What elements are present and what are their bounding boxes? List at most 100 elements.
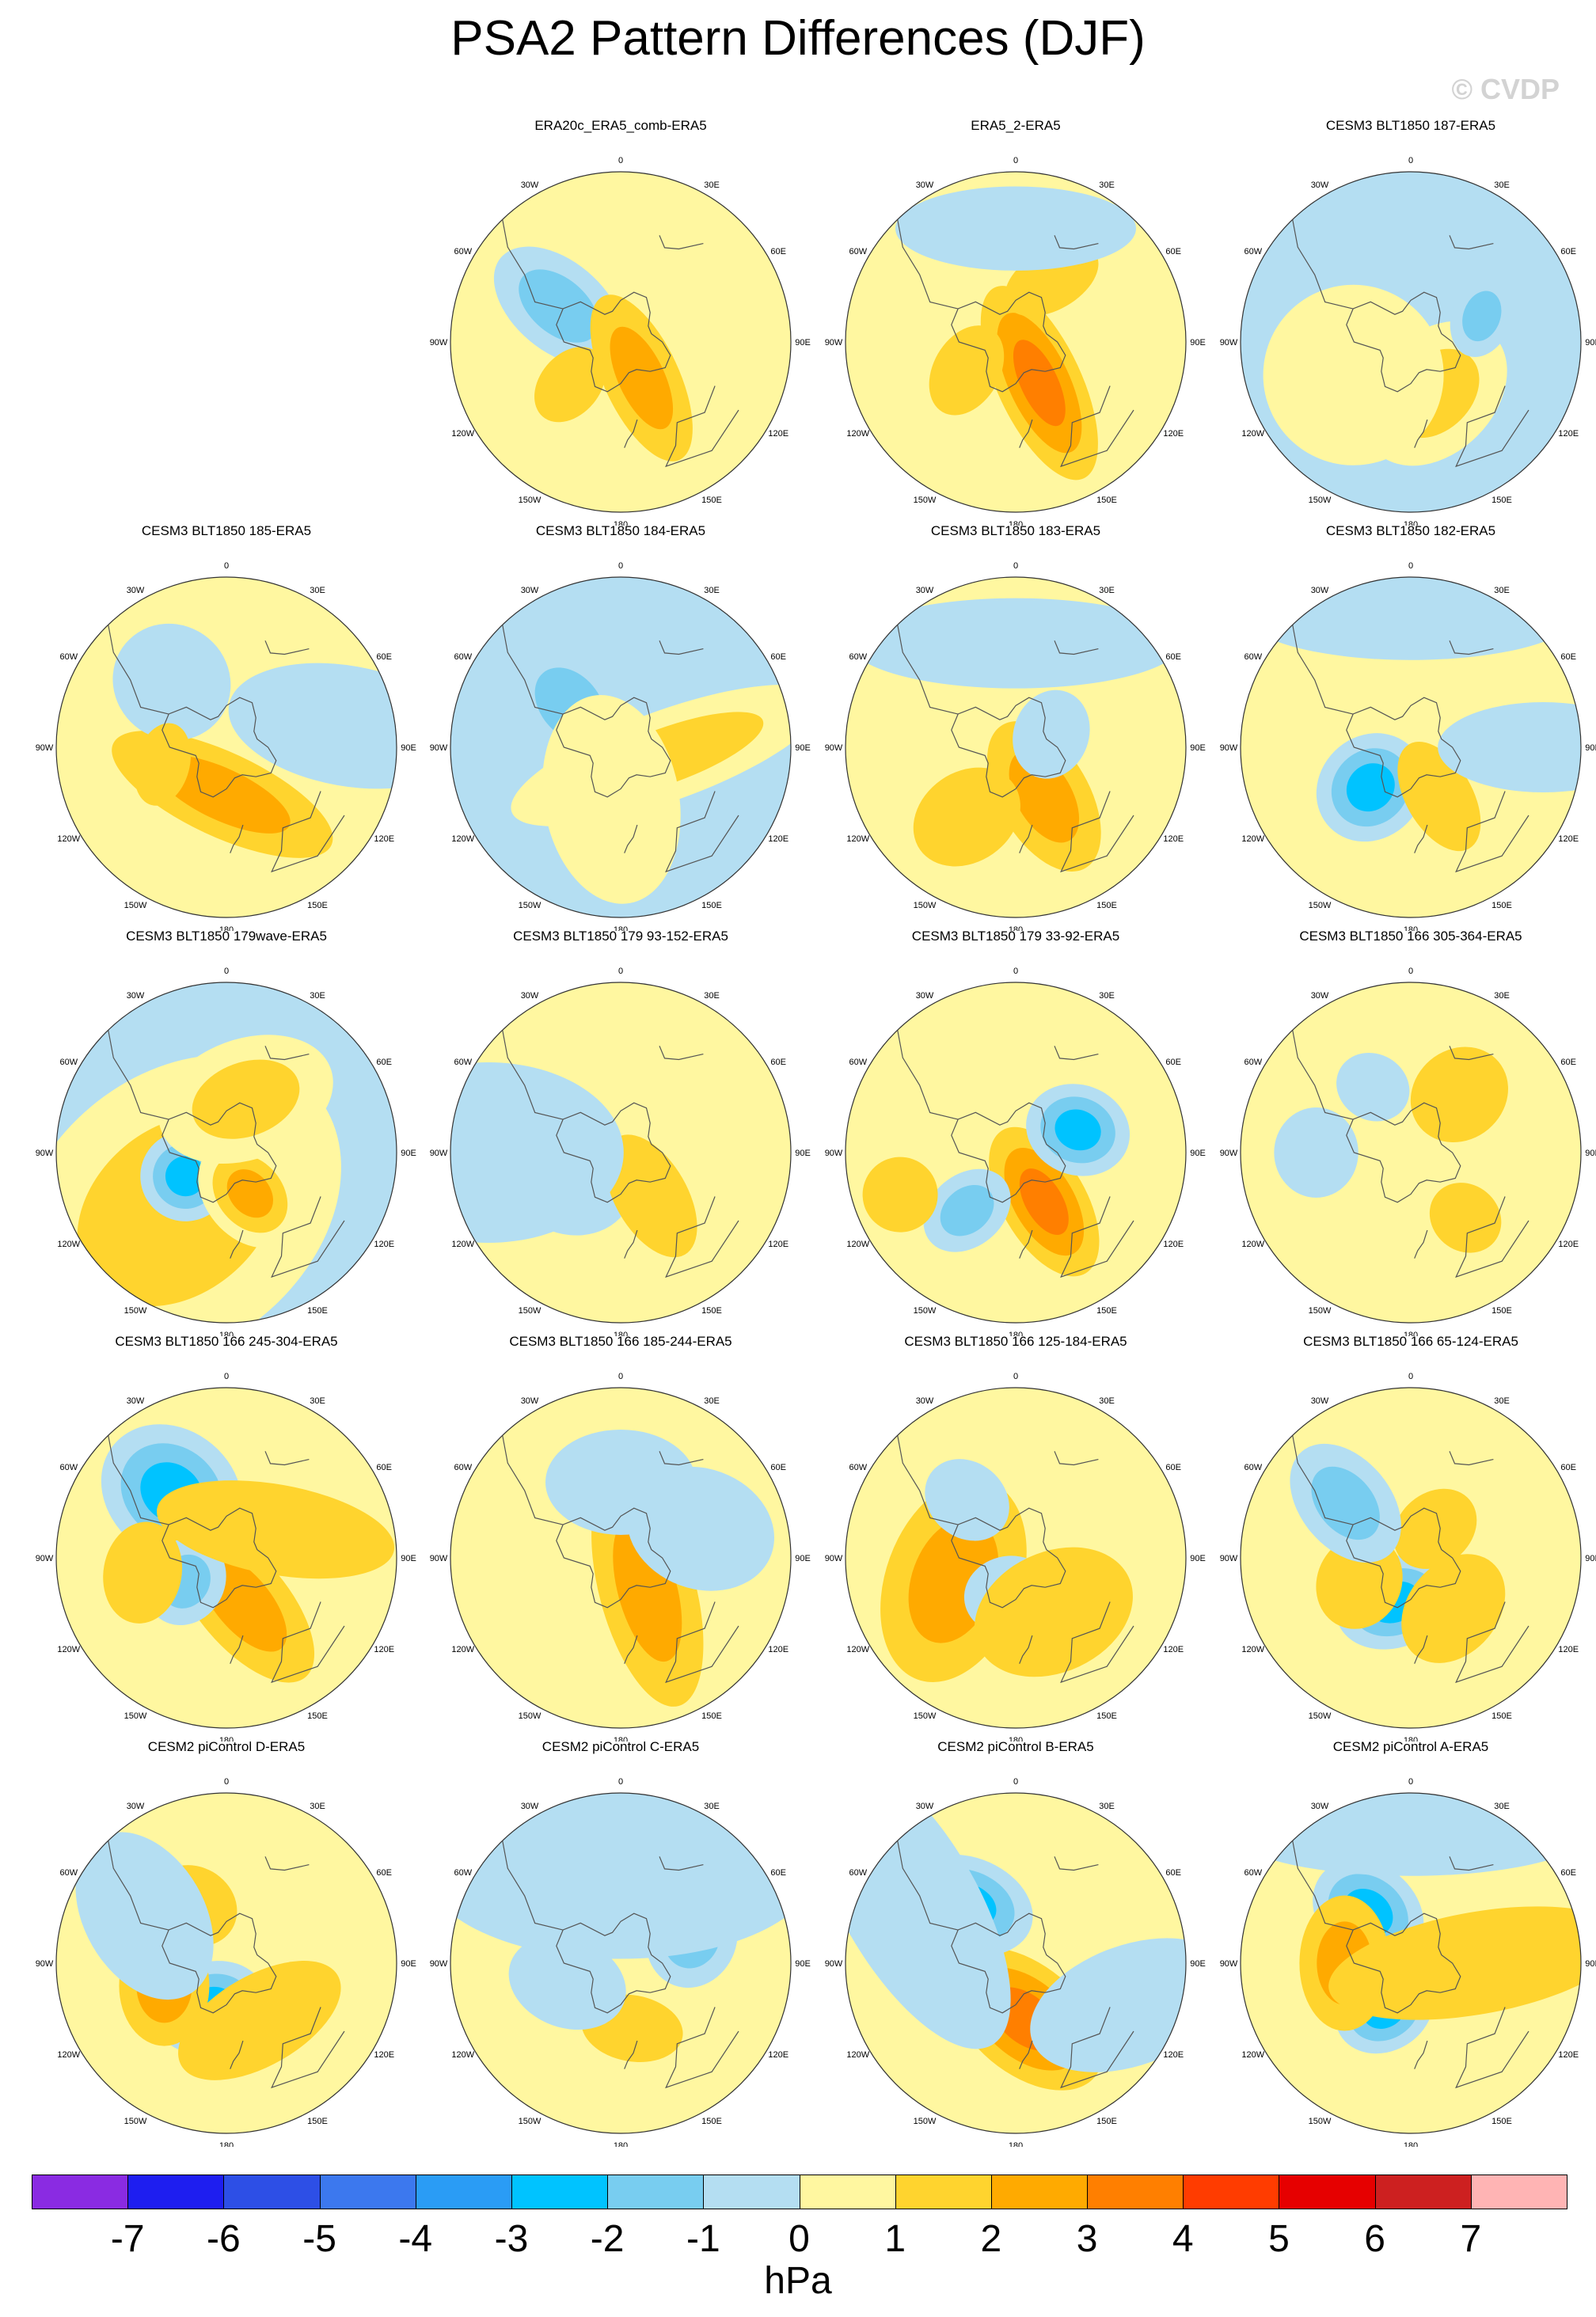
polar-map: 0 30E 60E 90E 120E 150E 180 150W 120W 90W 60W 30W: [430, 1777, 811, 2147]
longitude-label: 180: [614, 1331, 628, 1336]
longitude-label: 120E: [1163, 1240, 1184, 1249]
longitude-label: 180: [614, 520, 628, 526]
colorbar-units: hPa: [764, 2260, 832, 2302]
longitude-label: 150W: [914, 901, 937, 910]
anomaly-contour: [1013, 340, 1066, 427]
longitude-label: 60W: [1244, 1868, 1262, 1878]
anomaly-contour: [929, 325, 1005, 416]
longitude-label: 60W: [454, 1463, 472, 1472]
longitude-label: 150E: [1096, 2117, 1117, 2126]
polar-map: 0 30E 60E 90E 120E 150E 180 150W 120W 90W 60W 30W: [825, 156, 1206, 526]
south-america-coastline: [1290, 1829, 1354, 1931]
south-america-coastline: [500, 1829, 564, 1931]
longitude-label: 90E: [1190, 338, 1206, 348]
longitude-label: 150W: [1309, 1306, 1332, 1316]
australia-coastline: [271, 2007, 345, 2089]
longitude-label: 60E: [376, 652, 392, 662]
map-border: [1240, 1387, 1582, 1729]
longitude-label: 90E: [1585, 1959, 1596, 1969]
africa-coastline: [264, 1856, 310, 1871]
longitude-label: 30E: [704, 1802, 720, 1811]
map-panel: CESM3 BLT1850 179wave-ERA5 0 30E 60E 90E 120E…: [28, 929, 424, 1336]
anomaly-contour: [542, 695, 681, 904]
map-panel: CESM3 BLT1850 166 305-364-ERA5 0 30E 60E 90E…: [1213, 929, 1596, 1336]
longitude-label: 30W: [916, 991, 934, 1001]
colorbar-swatch: [32, 2175, 129, 2209]
longitude-label: 60E: [376, 1868, 392, 1878]
panel-title: CESM3 BLT1850 187-ERA5: [1325, 118, 1496, 133]
longitude-label: 120W: [57, 834, 80, 844]
longitude-label: 30W: [1311, 586, 1329, 595]
colorbar-swatch: [703, 2175, 800, 2209]
map-panel: CESM3 BLT1850 185-ERA5 0 30E 60E 90E 120E 150E…: [28, 524, 424, 931]
longitude-label: 180: [614, 1736, 628, 1742]
new-zealand-coastline: [1414, 824, 1428, 853]
longitude-label: 180: [219, 1736, 234, 1742]
longitude-label: 150E: [701, 2117, 722, 2126]
longitude-label: 30E: [1494, 1396, 1510, 1406]
polar-map: 0 30E 60E 90E 120E 150E 180 150W 120W 90W 60W 30W: [825, 967, 1206, 1336]
colorbar-swatch: [1183, 2175, 1280, 2209]
longitude-label: 150W: [124, 901, 147, 910]
longitude-label: 150E: [307, 1711, 328, 1721]
map-panel: CESM2 piControl C-ERA5 0 30E 60E 90E 120E 150E…: [423, 1740, 819, 2147]
new-zealand-coastline: [1414, 419, 1428, 448]
australia-coastline: [665, 1196, 739, 1278]
africa-coastline: [1449, 640, 1494, 655]
longitude-label: 30E: [1494, 586, 1510, 595]
new-zealand-coastline: [1019, 2040, 1033, 2069]
longitude-label: 60E: [770, 1868, 786, 1878]
colorbar-tick-label: -7: [110, 2218, 145, 2260]
longitude-label: 180: [1009, 1736, 1023, 1742]
africa-coastline: [1449, 235, 1494, 250]
longitude-label: 90E: [401, 1554, 416, 1563]
longitude-label: 120E: [768, 834, 788, 844]
longitude-label: 150E: [307, 1306, 328, 1316]
longitude-label: 120W: [846, 429, 869, 439]
longitude-label: 60W: [849, 1868, 867, 1878]
polar-map: 0 30E 60E 90E 120E 150E 180 150W 120W 90W 60W 30W: [36, 967, 416, 1336]
anomaly-contour: [1346, 763, 1395, 812]
south-america-coastline: [105, 1019, 169, 1120]
south-america-coastline: [105, 1424, 169, 1525]
south-america-coastline: [895, 208, 959, 310]
longitude-label: 60W: [849, 652, 867, 662]
new-zealand-coastline: [1414, 2040, 1428, 2069]
longitude-label: 90W: [825, 743, 843, 753]
longitude-label: 180: [614, 925, 628, 931]
longitude-label: 120E: [768, 1645, 788, 1654]
longitude-label: 90W: [825, 1149, 843, 1158]
longitude-label: 0: [618, 967, 623, 976]
panel-title: ERA5_2-ERA5: [971, 118, 1061, 133]
africa-coastline: [659, 235, 704, 250]
longitude-label: 90E: [795, 1959, 811, 1969]
longitude-label: 120E: [1558, 1645, 1579, 1654]
anomaly-contour: [1393, 1488, 1477, 1570]
longitude-label: 150E: [1492, 1711, 1512, 1721]
longitude-label: 60W: [59, 1463, 78, 1472]
anomaly-contour: [913, 767, 1020, 867]
longitude-label: 30W: [916, 1802, 934, 1811]
longitude-label: 120E: [1558, 2050, 1579, 2060]
longitude-label: 90W: [1220, 338, 1238, 348]
polar-map: 0 30E 60E 90E 120E 150E 180 150W 120W 90W 60W 30W: [1220, 1777, 1596, 2147]
longitude-label: 0: [1013, 156, 1018, 165]
longitude-label: 120E: [768, 2050, 788, 2060]
longitude-label: 90W: [1220, 1959, 1238, 1969]
australia-coastline: [665, 1601, 739, 1684]
panel-title: ERA20c_ERA5_comb-ERA5: [534, 118, 707, 133]
longitude-label: 150W: [124, 1711, 147, 1721]
longitude-label: 90E: [401, 1959, 416, 1969]
south-america-coastline: [500, 613, 564, 715]
longitude-label: 120E: [1163, 2050, 1184, 2060]
longitude-label: 60E: [1560, 1463, 1576, 1472]
longitude-label: 90W: [430, 743, 448, 753]
anomaly-contour: [895, 186, 1136, 271]
longitude-label: 0: [1013, 1777, 1018, 1787]
longitude-label: 60W: [1244, 652, 1262, 662]
colorbar-tick-label: 7: [1460, 2218, 1482, 2260]
longitude-label: 90E: [1190, 1554, 1206, 1563]
longitude-label: 90W: [430, 1149, 448, 1158]
anomaly-contour: [1410, 1046, 1508, 1143]
longitude-label: 0: [618, 561, 623, 571]
